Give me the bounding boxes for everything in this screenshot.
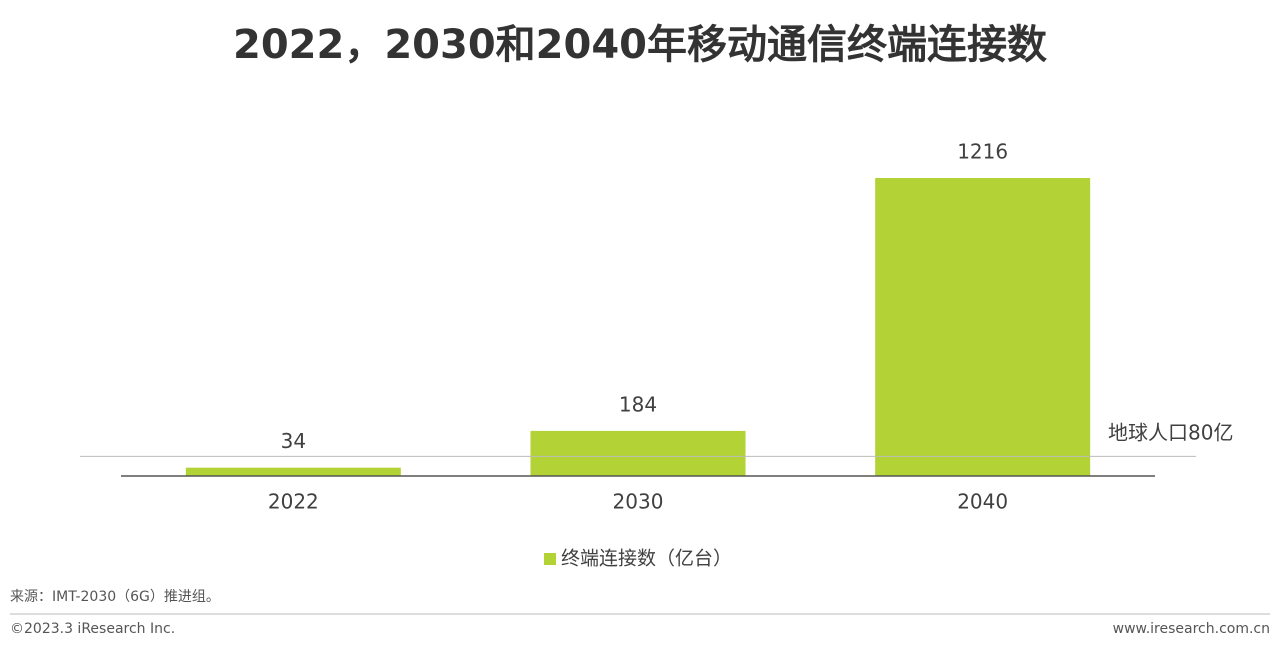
legend-swatch	[544, 553, 556, 565]
value-label: 184	[619, 392, 657, 416]
value-label: 34	[281, 429, 306, 453]
reference-label: 地球人口80亿	[1108, 421, 1233, 445]
chart-title: 2022，2030和2040年移动通信终端连接数	[233, 22, 1047, 68]
bar	[185, 467, 401, 476]
bar	[875, 178, 1091, 476]
x-tick-label: 2040	[957, 490, 1008, 514]
copyright: ©2023.3 iResearch Inc.	[10, 621, 175, 637]
source: 来源：IMT-2030（6G）推进组。	[10, 589, 220, 605]
value-label: 1216	[957, 140, 1008, 164]
website: www.iresearch.com.cn	[1113, 621, 1270, 637]
x-tick-label: 2030	[613, 490, 664, 514]
bar	[530, 430, 746, 476]
legend-label: 终端连接数（亿台）	[561, 548, 732, 570]
x-tick-label: 2022	[268, 490, 319, 514]
